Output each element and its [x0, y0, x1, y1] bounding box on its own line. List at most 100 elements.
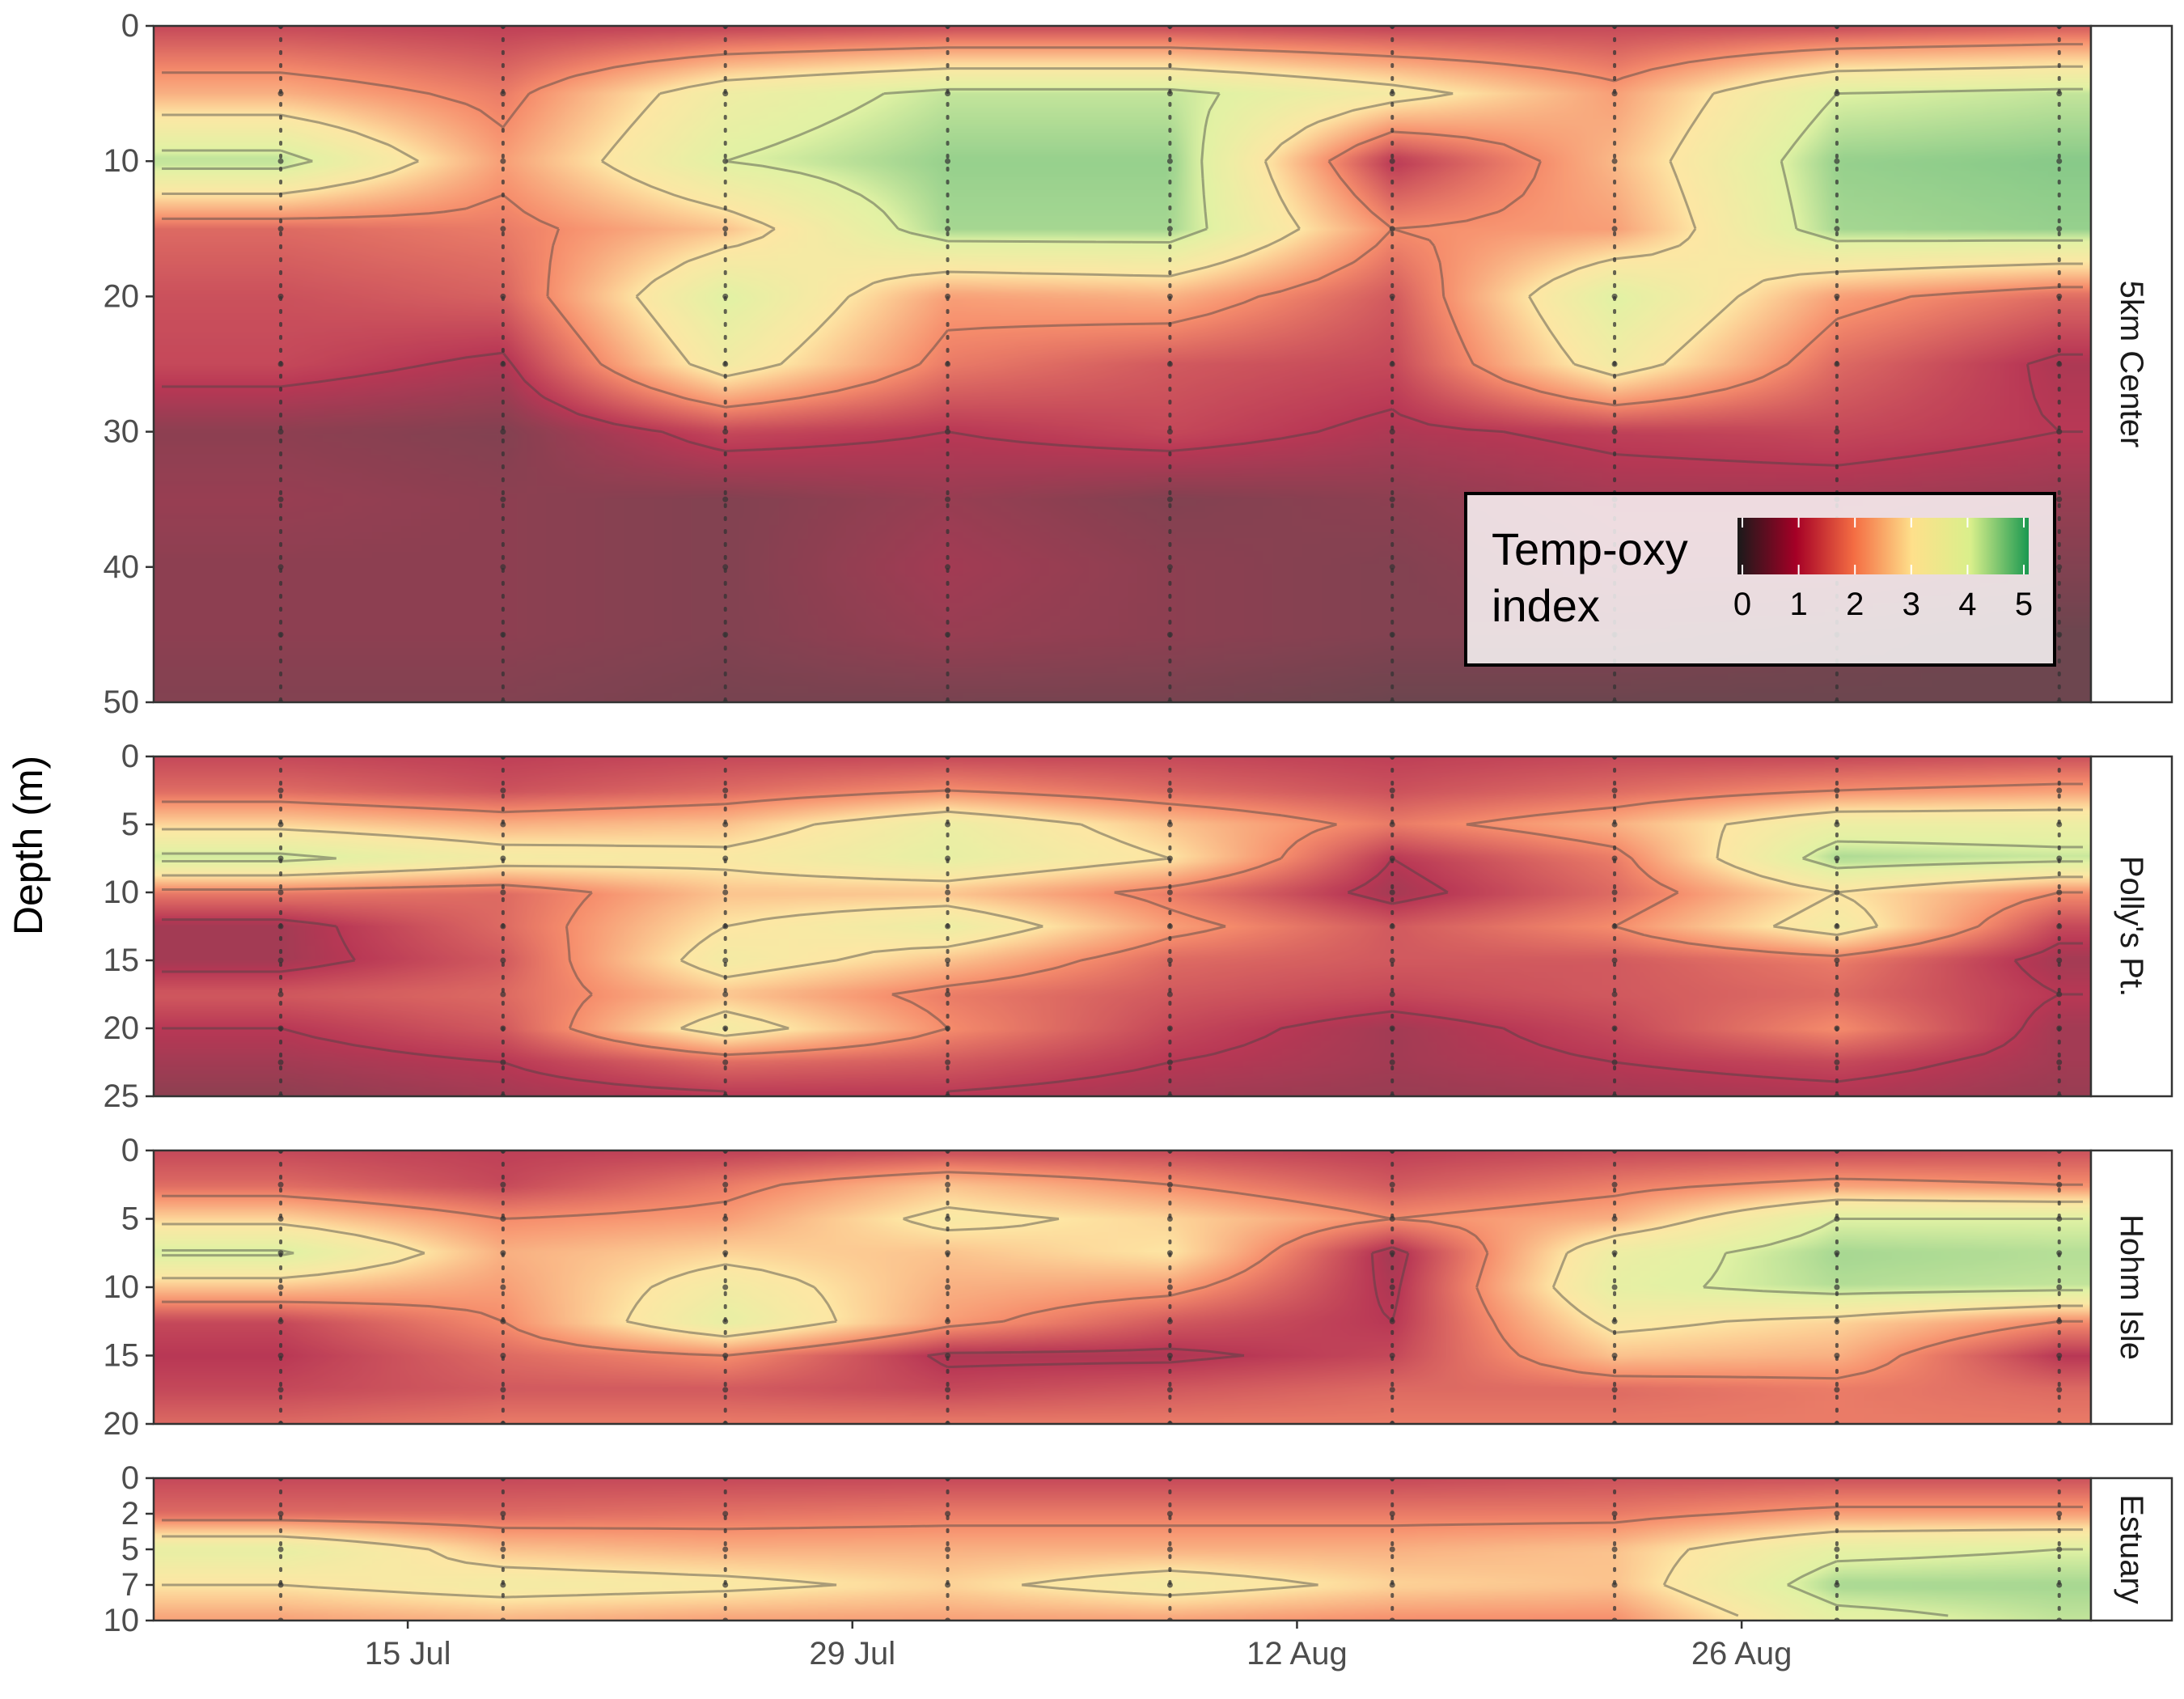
sample-point: [2056, 1025, 2063, 1032]
sample-point: [945, 1510, 951, 1517]
sample-point: [500, 226, 506, 232]
sample-point: [722, 1216, 729, 1222]
sample-point: [1611, 1216, 1618, 1222]
sample-point: [277, 889, 284, 896]
sample-point: [722, 158, 729, 164]
legend: Temp-oxy index 0 1 2 3 4 5: [1464, 492, 2056, 667]
sample-point: [2056, 361, 2063, 367]
y-tick-label: 20: [104, 1011, 140, 1046]
sample-point: [1389, 226, 1395, 232]
facet-strip: [2089, 1477, 2173, 1622]
sample-point: [2056, 1318, 2063, 1324]
legend-tick-label: 4: [1958, 587, 1976, 622]
y-tick-label: 25: [104, 1078, 140, 1114]
sample-point: [1389, 1284, 1395, 1290]
sample-point: [1389, 564, 1395, 570]
sample-point: [1611, 361, 1618, 367]
sample-point: [277, 855, 284, 862]
sample-point: [722, 564, 729, 570]
y-tick-label: 30: [104, 414, 140, 450]
sample-point: [1611, 1582, 1618, 1588]
sample-point: [1611, 1025, 1618, 1032]
sample-point: [500, 496, 506, 502]
sample-point: [945, 631, 951, 638]
sample-point: [277, 1250, 284, 1256]
sample-point: [722, 1582, 729, 1588]
y-tick-label: 50: [104, 684, 140, 720]
y-tick-label: 15: [104, 1338, 140, 1374]
sample-point: [2056, 1353, 2063, 1358]
sample-point: [1834, 821, 1840, 828]
sample-point: [945, 1318, 951, 1324]
sample-point: [722, 429, 729, 435]
facet-strip: [2089, 24, 2173, 704]
sample-point: [1611, 1510, 1618, 1517]
sample-point: [500, 1059, 506, 1066]
sample-point: [1834, 787, 1840, 794]
sample-point: [2056, 1181, 2063, 1188]
sample-point: [1611, 1353, 1618, 1358]
heatmap-raster: [154, 1150, 2091, 1424]
x-tick-label: 12 Aug: [1246, 1636, 1348, 1671]
y-axis-title: Depth (m): [6, 756, 51, 935]
sample-point: [1166, 91, 1173, 97]
sample-point: [1166, 564, 1173, 570]
sample-point: [722, 91, 729, 97]
sample-point: [722, 855, 729, 862]
sample-point: [1389, 1025, 1395, 1032]
sample-point: [2056, 1284, 2063, 1290]
x-axis: 15 Jul 29 Jul 12 Aug 26 Aug: [365, 1621, 1792, 1671]
sample-point: [1166, 1025, 1173, 1032]
sample-point: [277, 1284, 284, 1290]
sample-point: [945, 1059, 951, 1066]
sample-point: [945, 226, 951, 232]
y-tick-label: 5: [121, 807, 139, 842]
contour-line: [162, 65, 2083, 378]
sample-point: [1166, 889, 1173, 896]
sample-point: [945, 1250, 951, 1256]
panel-plot-area: [154, 1478, 2091, 1621]
contour-line: [162, 87, 2083, 244]
facet-strip-label: Estuary: [2114, 1494, 2149, 1604]
sample-point: [1834, 923, 1840, 930]
sample-point: [1834, 158, 1840, 164]
sample-point: [1166, 1284, 1173, 1290]
sample-point: [945, 957, 951, 964]
heatmap-raster: [154, 756, 2091, 1096]
panel: Hohm Isle 0 5 10 15 20: [104, 1133, 2173, 1442]
y-tick-label: 20: [104, 1406, 140, 1442]
sample-point: [1834, 293, 1840, 299]
sample-point: [945, 991, 951, 998]
sample-point: [2056, 957, 2063, 964]
sample-point: [500, 293, 506, 299]
y-tick-label: 10: [104, 1269, 140, 1305]
sample-point: [2056, 821, 2063, 828]
x-tick-label: 29 Jul: [809, 1636, 895, 1671]
sample-point: [1166, 991, 1173, 998]
sample-point: [500, 1250, 506, 1256]
sample-point: [1166, 1546, 1173, 1553]
sample-point: [1166, 158, 1173, 164]
y-tick-label: 10: [104, 1603, 140, 1638]
sample-point: [500, 631, 506, 638]
sample-point: [1611, 821, 1618, 828]
sample-point: [277, 564, 284, 570]
sample-point: [1166, 957, 1173, 964]
sample-point: [945, 361, 951, 367]
sample-point: [1166, 1582, 1173, 1588]
sample-point: [722, 787, 729, 794]
sample-point: [945, 1025, 951, 1032]
sample-point: [1834, 1546, 1840, 1553]
sample-point: [1611, 991, 1618, 998]
legend-tick-label: 5: [2015, 587, 2033, 622]
facet-strip: [2089, 1149, 2173, 1426]
legend-colorbar: [1737, 518, 2029, 574]
sample-point: [2056, 293, 2063, 299]
sample-point: [1389, 496, 1395, 502]
sample-point: [500, 1546, 506, 1553]
sample-point: [722, 293, 729, 299]
sample-point: [945, 91, 951, 97]
sample-point: [500, 1510, 506, 1517]
sample-point: [1389, 1510, 1395, 1517]
legend-tick-label: 3: [1903, 587, 1920, 622]
